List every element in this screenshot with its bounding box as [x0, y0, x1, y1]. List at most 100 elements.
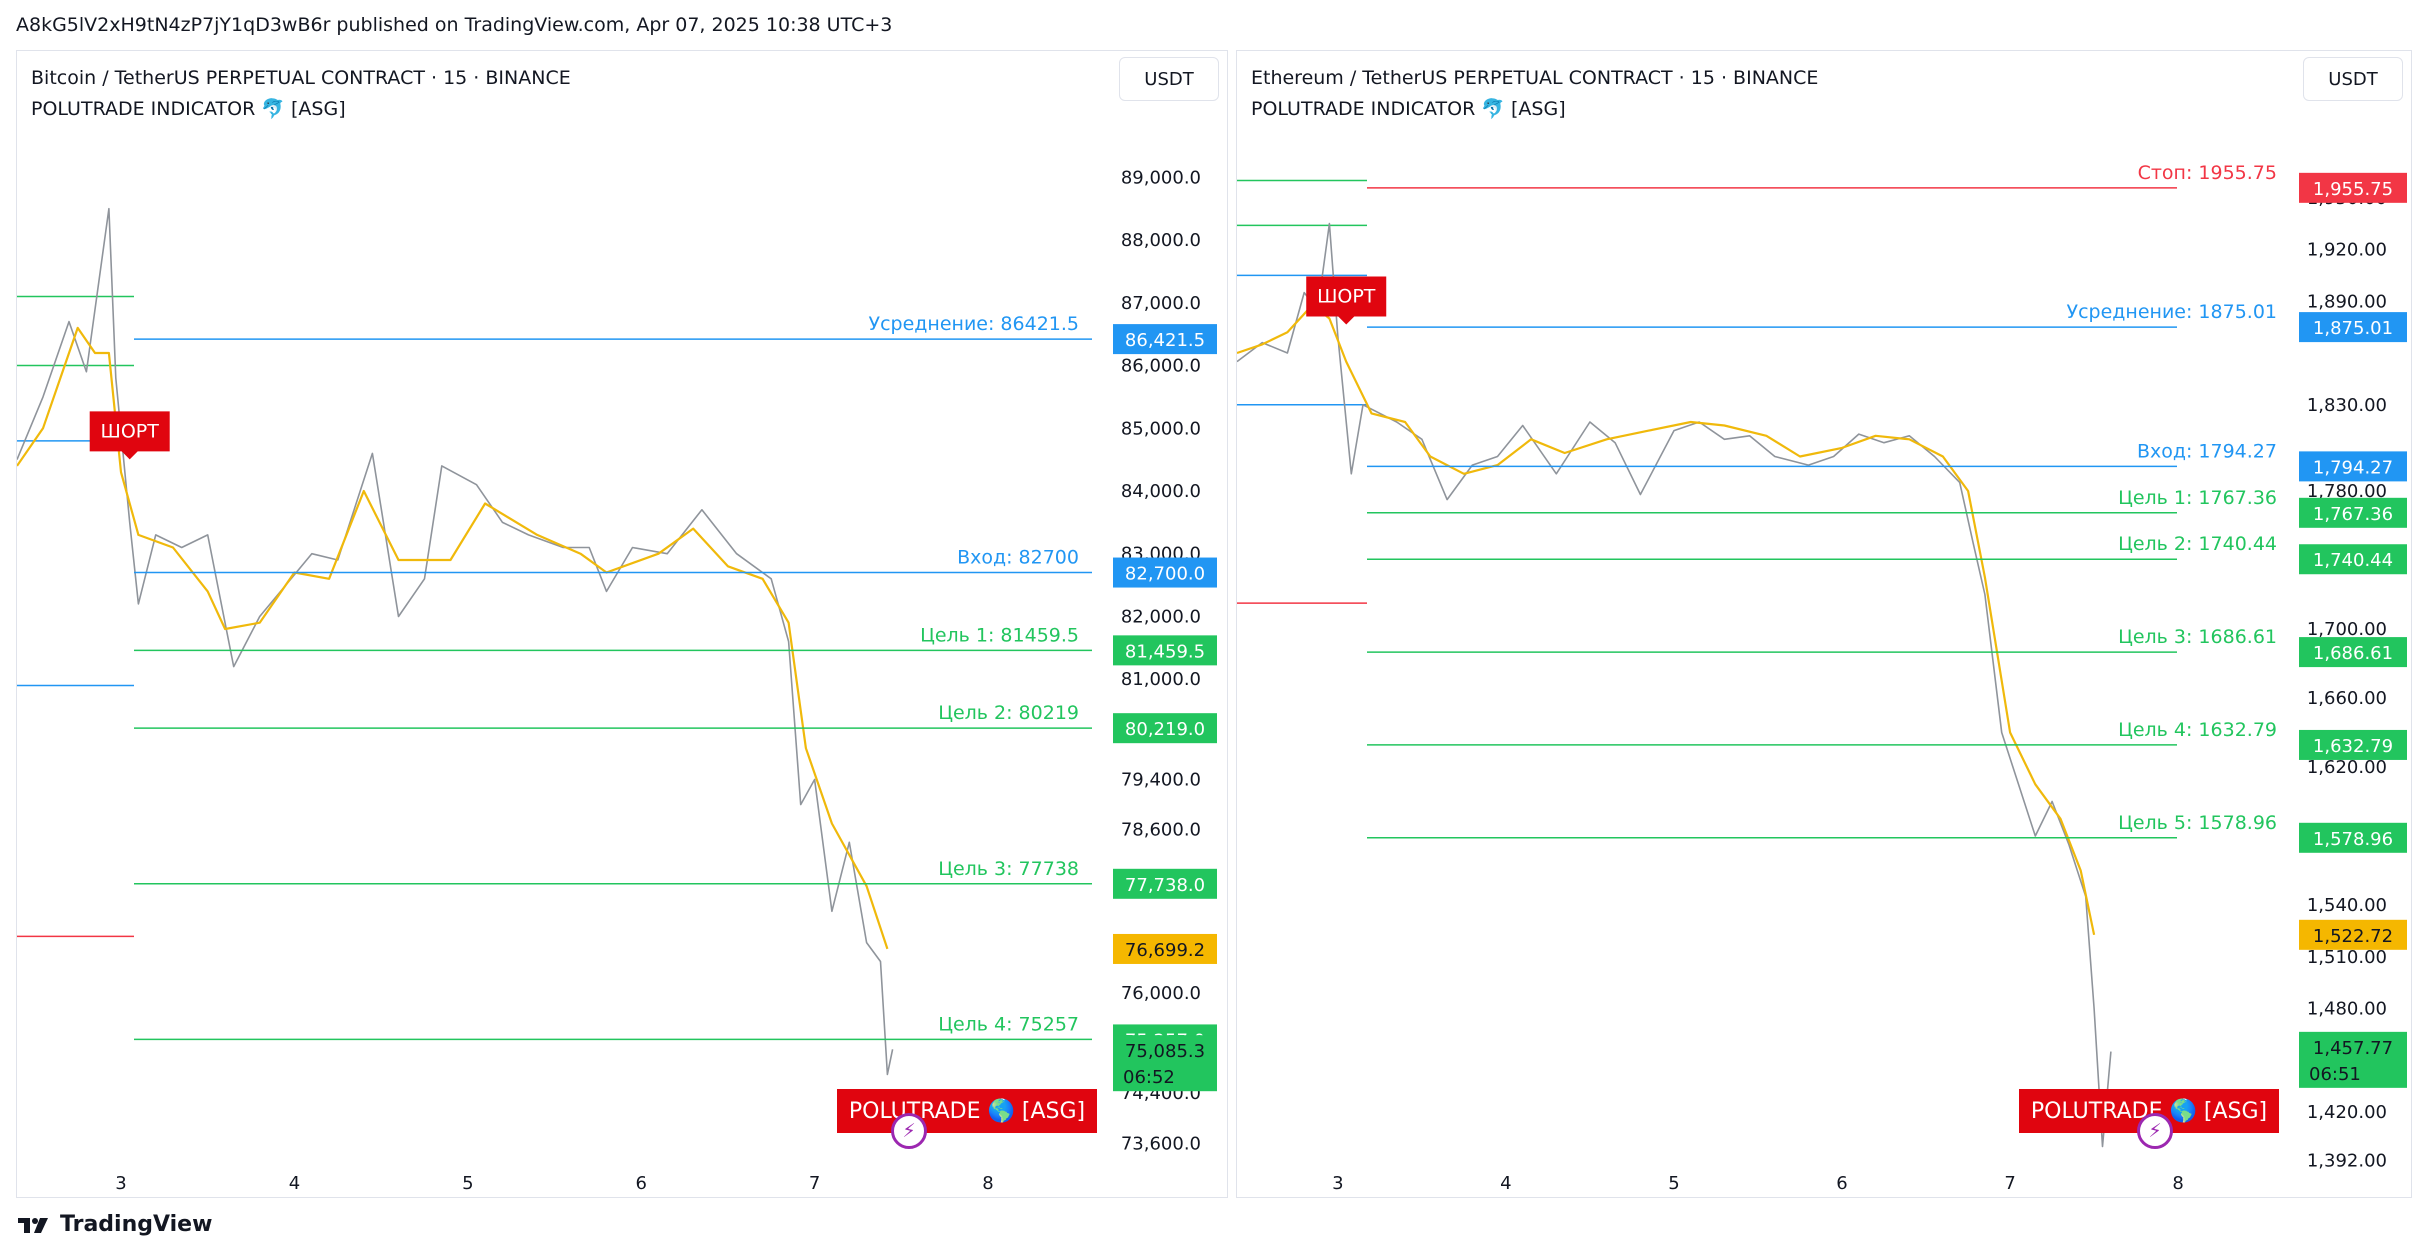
level-label: Усреднение: 1875.01	[2067, 301, 2278, 323]
moving-average-line	[1237, 303, 2096, 936]
y-tick-label: 84,000.0	[1121, 481, 1201, 502]
eth-chart-svg[interactable]: 1,950.001,920.001,890.001,830.001,780.00…	[1237, 51, 2412, 1198]
y-tick-label: 1,700.00	[2307, 619, 2387, 640]
level-label: Вход: 1794.27	[2137, 440, 2277, 462]
short-signal-marker	[89, 411, 170, 460]
level-label: Цель 3: 77738	[938, 858, 1079, 880]
level-price-badge	[2299, 729, 2407, 760]
current-price-badge-text: 1,522.72	[2313, 926, 2393, 947]
level-price-badge-text: 1,955.75	[2313, 179, 2393, 200]
bolt-icon[interactable]: ⚡	[2137, 1113, 2173, 1149]
eth-chart-header: Ethereum / TetherUS PERPETUAL CONTRACT ·…	[1251, 63, 1818, 125]
x-tick-label: 4	[289, 1173, 300, 1194]
level-label: Цель 4: 1632.79	[2118, 719, 2277, 741]
short-signal-label: ШОРТ	[101, 420, 160, 442]
level-price-badge	[1113, 635, 1217, 666]
level-price-badge	[1113, 324, 1217, 355]
price-line	[1237, 222, 2112, 1148]
current-price-badge	[1113, 933, 1217, 964]
y-tick-label: 1,920.00	[2307, 240, 2387, 261]
eth-chart-panel[interactable]: 1,950.001,920.001,890.001,830.001,780.00…	[1236, 50, 2412, 1198]
level-price-badge-text: 1,686.61	[2313, 643, 2393, 664]
y-tick-label: 1,830.00	[2307, 395, 2387, 416]
y-tick-label: 87,000.0	[1121, 293, 1201, 314]
level-price-badge-text: 1,767.36	[2313, 504, 2393, 525]
level-label: Цель 1: 81459.5	[920, 624, 1079, 646]
short-signal-label: ШОРТ	[1317, 286, 1376, 308]
y-tick-label: 82,000.0	[1121, 606, 1201, 627]
level-price-badge-text: 1,632.79	[2313, 736, 2393, 757]
indicator-name: POLUTRADE INDICATOR 🐬 [ASG]	[31, 98, 346, 120]
level-price-badge-text: 77,738.0	[1125, 875, 1205, 896]
x-tick-label: 3	[1332, 1173, 1343, 1194]
level-label: Цель 3: 1686.61	[2118, 626, 2277, 648]
y-tick-label: 1,420.00	[2307, 1102, 2387, 1123]
level-price-badge-text: 86,421.5	[1125, 330, 1205, 351]
y-tick-label: 1,890.00	[2307, 291, 2387, 312]
countdown-timer-text: 06:51	[2309, 1064, 2361, 1085]
btc-chart-header: Bitcoin / TetherUS PERPETUAL CONTRACT · …	[31, 63, 571, 125]
x-tick-label: 8	[2172, 1173, 2183, 1194]
y-tick-label: 73,600.0	[1121, 1133, 1201, 1154]
y-tick-label: 85,000.0	[1121, 418, 1201, 439]
level-price-badge	[2299, 822, 2407, 853]
level-price-badge	[1113, 713, 1217, 744]
polutrade-brand-box: POLUTRADE 🌎 [ASG]	[837, 1089, 1097, 1133]
countdown-timer-text: 06:52	[1123, 1067, 1175, 1088]
y-tick-label: 88,000.0	[1121, 230, 1201, 251]
bolt-icon[interactable]: ⚡	[891, 1113, 927, 1149]
y-tick-label: 78,600.0	[1121, 820, 1201, 841]
level-price-badge	[2299, 172, 2407, 203]
y-tick-label: 76,000.0	[1121, 983, 1201, 1004]
publish-info: A8kG5lV2xH9tN4zP7jY1qD3wB6r published on…	[16, 14, 893, 36]
level-label: Вход: 82700	[957, 547, 1079, 569]
indicator-name: POLUTRADE INDICATOR 🐬 [ASG]	[1251, 98, 1566, 120]
y-tick-label: 1,480.00	[2307, 999, 2387, 1020]
currency-unit-button[interactable]: USDT	[1119, 57, 1219, 101]
level-label: Цель 4: 75257	[938, 1013, 1079, 1035]
y-tick-label: 1,660.00	[2307, 688, 2387, 709]
level-price-badge-text: 1,875.01	[2313, 318, 2393, 339]
x-tick-label: 5	[1668, 1173, 1679, 1194]
level-price-badge-text: 81,459.5	[1125, 641, 1205, 662]
current-price-badge-text: 75,085.3	[1125, 1041, 1205, 1062]
level-price-badge-text: 1,740.44	[2313, 550, 2393, 571]
y-tick-label: 89,000.0	[1121, 167, 1201, 188]
x-tick-label: 3	[115, 1173, 126, 1194]
tradingview-logo-icon	[18, 1217, 48, 1233]
x-tick-label: 8	[982, 1173, 993, 1194]
level-price-badge	[2299, 451, 2407, 482]
y-tick-label: 1,510.00	[2307, 947, 2387, 968]
current-price-badge-text: 76,699.2	[1125, 940, 1205, 961]
current-price-badge	[2299, 919, 2407, 950]
x-tick-label: 6	[635, 1173, 646, 1194]
x-tick-label: 7	[2004, 1173, 2015, 1194]
y-tick-label: 1,540.00	[2307, 895, 2387, 916]
level-label: Цель 2: 80219	[938, 702, 1079, 724]
tradingview-footer: TradingView	[16, 1212, 212, 1237]
currency-unit-button[interactable]: USDT	[2303, 57, 2403, 101]
y-tick-label: 1,392.00	[2307, 1150, 2387, 1171]
x-tick-label: 7	[809, 1173, 820, 1194]
current-price-badge	[2299, 1031, 2407, 1088]
level-label: Цель 2: 1740.44	[2118, 533, 2277, 555]
x-tick-label: 6	[1836, 1173, 1847, 1194]
level-price-badge-text: 1,794.27	[2313, 457, 2393, 478]
level-price-badge	[2299, 637, 2407, 668]
btc-chart-svg[interactable]: 89,000.0 88,000.0 87,000.0 86,000.0 85,000.0…	[17, 51, 1228, 1198]
x-tick-label: 5	[462, 1173, 473, 1194]
level-price-badge	[1113, 557, 1217, 588]
btc-chart-panel[interactable]: 89,000.0 88,000.0 87,000.0 86,000.0 85,000.0…	[16, 50, 1228, 1198]
chart-title: Ethereum / TetherUS PERPETUAL CONTRACT ·…	[1251, 67, 1819, 89]
y-tick-label: 79,400.0	[1121, 770, 1201, 791]
level-price-badge-text: 82,700.0	[1125, 564, 1205, 585]
short-signal-marker	[1306, 276, 1387, 325]
current-price-badge	[1113, 1035, 1217, 1092]
level-price-badge-text: 80,219.0	[1125, 719, 1205, 740]
current-price-badge-text: 1,457.77	[2313, 1038, 2393, 1059]
level-label: Цель 1: 1767.36	[2118, 487, 2277, 509]
level-label: Усреднение: 86421.5	[869, 313, 1080, 335]
footer-brand: TradingView	[60, 1212, 213, 1237]
y-tick-label: 1,620.00	[2307, 757, 2387, 778]
level-price-badge-text: 1,578.96	[2313, 829, 2393, 850]
